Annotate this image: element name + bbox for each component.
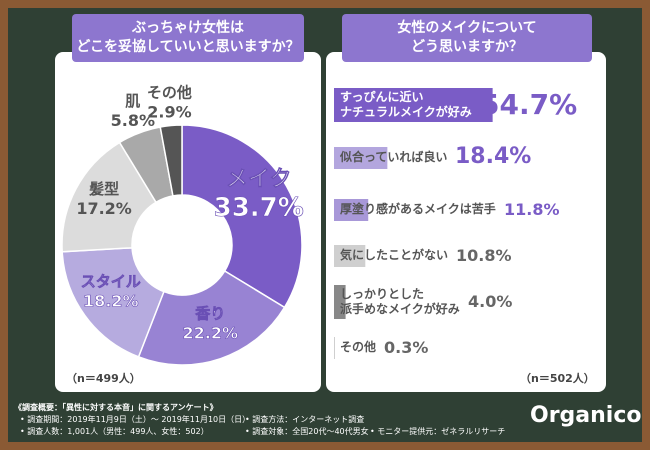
slice-label: その他 bbox=[147, 84, 192, 102]
value-label: 18.2% bbox=[83, 292, 139, 311]
slice-label: 髪型 bbox=[88, 180, 119, 198]
bar-label: その他 bbox=[340, 340, 377, 354]
value-label: 22.2% bbox=[182, 323, 238, 342]
value-label: 33.7% bbox=[214, 193, 304, 223]
value-label: 2.9% bbox=[147, 103, 191, 122]
bar-label: 気にしたことがない bbox=[340, 248, 449, 262]
value-label: 17.2% bbox=[76, 199, 132, 218]
slice-label: 肌 bbox=[125, 92, 140, 110]
donut-slice bbox=[61, 141, 158, 253]
bar-label: しっかりとした 派手めなメイクが好み bbox=[340, 287, 460, 316]
bar-title: 女性のメイクについて どう思いますか？ bbox=[342, 14, 592, 62]
note: （n＝502人） bbox=[520, 372, 595, 385]
bar-label: 厚塗り感があるメイクは苦手 bbox=[340, 202, 496, 216]
slice-label: メイク bbox=[226, 167, 292, 192]
bar bbox=[334, 245, 366, 267]
donut-slice bbox=[181, 124, 303, 309]
logo: Organico bbox=[530, 403, 642, 428]
slice-label: 香り bbox=[195, 304, 225, 322]
right-panel bbox=[326, 52, 606, 392]
note: （n＝499人） bbox=[66, 372, 141, 385]
footer-item: • 調査方法：インターネット調査 bbox=[245, 415, 365, 424]
footer-heading: 《調査概要：「異性に対する本音」に関するアンケート》 bbox=[14, 403, 218, 412]
donut-slice bbox=[137, 269, 286, 366]
value-label: 10.8% bbox=[456, 246, 512, 266]
donut-slice bbox=[61, 247, 165, 358]
bar-label: すっぴんに近い ナチュラルメイクが好み bbox=[340, 90, 472, 119]
value-label: 5.8% bbox=[111, 111, 155, 130]
value-label: 0.3% bbox=[384, 338, 429, 358]
bar bbox=[334, 88, 493, 122]
value-label: 4.0% bbox=[468, 292, 513, 312]
value-label: 18.4% bbox=[455, 144, 532, 170]
bar-label: 似合っていれば良い bbox=[340, 150, 448, 164]
donut-title: ぶっちゃけ女性は どこを妥協していいと思いますか？ bbox=[72, 14, 304, 62]
value-label: 54.7% bbox=[480, 87, 578, 121]
bar bbox=[334, 147, 388, 169]
slice-label: スタイル bbox=[81, 273, 141, 291]
footer-item: • 調査人数：1,001人（男性：499人、女性：502） bbox=[20, 427, 209, 436]
footer-item: • 調査対象：全国20代～40代男女 bbox=[245, 427, 369, 436]
bar bbox=[334, 337, 335, 359]
footer-item: • モニター提供元：ゼネラルリサーチ bbox=[370, 427, 506, 436]
bar bbox=[334, 285, 346, 319]
bar bbox=[334, 199, 369, 221]
footer-item: • 調査期間：2019年11月9日（土）～ 2019年11月10日（日） bbox=[20, 415, 251, 424]
donut-slice bbox=[159, 124, 183, 197]
value-label: 11.8% bbox=[504, 200, 560, 220]
